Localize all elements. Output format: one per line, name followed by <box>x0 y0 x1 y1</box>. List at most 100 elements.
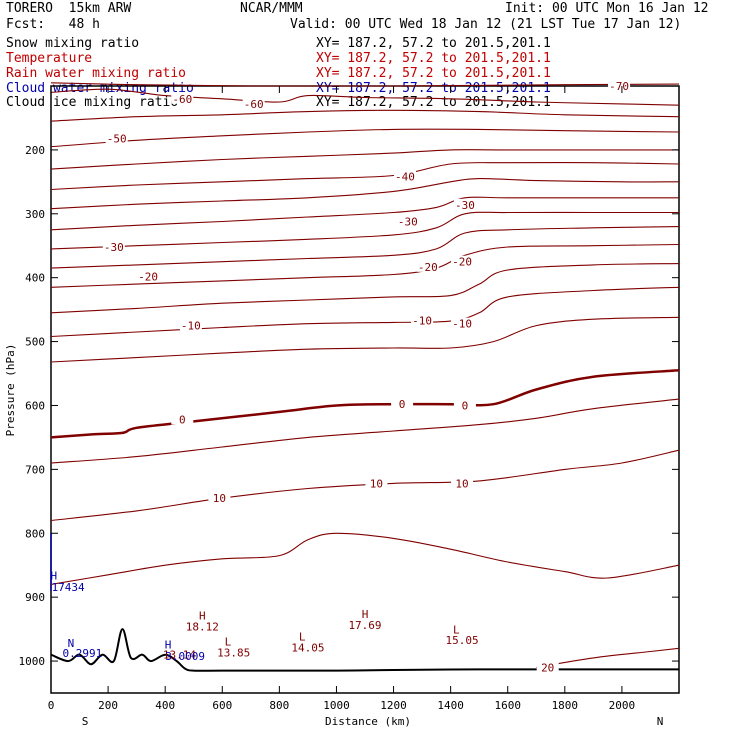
contour-line-0 <box>50 369 680 439</box>
contour-label-bg-12 <box>411 314 434 326</box>
y-tick-label-5: 700 <box>25 463 45 476</box>
contour-line-m55 <box>50 109 680 122</box>
contour-label-12: -10 <box>412 314 432 327</box>
extremum-annotation-0: H <box>199 610 206 623</box>
init-time: Init: 00 UTC Mon 16 Jan 12 <box>505 1 709 16</box>
terrain-layer <box>50 533 679 672</box>
contour-label-7: -30 <box>455 199 475 212</box>
contour-label-13: -10 <box>452 318 472 331</box>
y-tick-label-0: 200 <box>25 144 45 157</box>
org-label: NCAR/MMM <box>240 1 303 16</box>
contour-line-m48 <box>50 149 679 170</box>
x-tick-label-0: 0 <box>48 699 55 712</box>
contour-line-m40 <box>50 178 680 210</box>
contour-label-bg-3 <box>105 132 128 144</box>
contour-label-bg-14 <box>171 413 194 425</box>
y-tick-label-4: 600 <box>25 399 45 412</box>
contour-label-bg-1 <box>171 92 194 104</box>
x-tick-label-5: 1000 <box>323 699 350 712</box>
right-endpoint-label: N <box>657 715 664 728</box>
contour-line-m10 <box>50 286 680 338</box>
extremum-annotation-3: 17.69 <box>348 619 381 632</box>
legend-xy-rain: XY= 187.2, 57.2 to 201.5,201.1 <box>316 66 551 81</box>
y-tick-label-8: 1000 <box>19 655 46 668</box>
contour-label-bg-13 <box>451 317 474 329</box>
contour-label-bg-8 <box>137 270 160 282</box>
extremum-annotation-6: L <box>299 631 306 644</box>
extremum-annotation-2: H <box>362 608 369 621</box>
x-tick-label-1: 200 <box>98 699 118 712</box>
contour-label-2: -60 <box>244 98 264 111</box>
contour-line-m60 <box>50 88 680 106</box>
temperature-contours <box>50 82 680 668</box>
contour-line-m5 <box>50 316 680 363</box>
extremum-annotation-11: 17434 <box>52 581 85 594</box>
extremum-annotation-7: 14.05 <box>291 641 324 654</box>
contour-label-bg-9 <box>416 260 439 272</box>
left-endpoint-label: S <box>82 715 89 728</box>
contour-label-19: 10 <box>455 477 468 490</box>
contour-label-4: -40 <box>395 171 415 184</box>
extremum-annotation-15: 13.14 <box>163 648 196 661</box>
extrema-annotations: H18.12H17.69L13.85L14.05L15.05H17434N0.2… <box>51 569 479 663</box>
valid-time: Valid: 00 UTC Wed 18 Jan 12 (21 LST Tue … <box>290 17 682 32</box>
terrain-line <box>50 628 679 672</box>
y-tick-label-7: 900 <box>25 591 45 604</box>
extremum-annotation-1: 18.12 <box>186 620 219 633</box>
x-tick-label-6: 1200 <box>380 699 407 712</box>
contour-label-bg-18 <box>365 477 388 489</box>
legend-label-rain: Rain water mixing ratio <box>6 66 187 81</box>
axes: 0 200 400 600 800 1000 1200 1400 1600 1800 2000200… <box>19 86 679 712</box>
contour-label-17: 10 <box>213 492 226 505</box>
contour-label-bg-10 <box>451 255 474 267</box>
contour-label-5: -30 <box>104 241 124 254</box>
y-tick-label-6: 800 <box>25 527 45 540</box>
x-tick-label-3: 600 <box>212 699 232 712</box>
extremum-annotation-13: 0.2991 <box>63 647 103 660</box>
contour-label-bg-16 <box>453 399 476 411</box>
contour-line-m25 <box>50 226 680 269</box>
extremum-annotation-9: 15.05 <box>445 634 478 647</box>
contour-label-bg-0 <box>608 80 631 91</box>
contour-label-bg-20 <box>536 661 559 673</box>
contour-label-1: -60 <box>172 93 192 106</box>
x-axis-label: Distance (km) <box>325 715 411 728</box>
contour-labels: -70 -60 -60 -50 -40 -30 -30 -30 -20 -20 -20 -10 -10 -… <box>102 80 631 674</box>
contour-line-m35 <box>50 196 679 231</box>
x-tick-label-7: 1400 <box>437 699 464 712</box>
contour-label-bg-4 <box>393 170 416 182</box>
y-tick-label-2: 400 <box>25 272 45 285</box>
contour-line-m70 <box>50 82 680 87</box>
legend-xy-snow: XY= 187.2, 57.2 to 201.5,201.1 <box>316 36 551 51</box>
contour-label-bg-15 <box>391 398 414 410</box>
contour-label-10: -20 <box>452 256 472 269</box>
contour-label-bg-6 <box>396 215 419 227</box>
y-axis-label: Pressure (hPa) <box>4 344 17 437</box>
x-tick-label-8: 1600 <box>494 699 521 712</box>
contour-label-bg-5 <box>102 241 125 253</box>
x-tick-label-2: 400 <box>155 699 175 712</box>
contour-label-0: -70 <box>609 80 629 93</box>
extremum-annotation-4: L <box>225 636 232 649</box>
contour-line-10 <box>50 449 680 522</box>
legend-label-snow: Snow mixing ratio <box>6 36 140 51</box>
contour-label-6: -30 <box>398 215 418 228</box>
contour-line-5 <box>50 398 680 464</box>
contour-line-m50 <box>50 128 680 148</box>
contour-label-9: -20 <box>418 261 438 274</box>
contour-label-18: 10 <box>370 477 383 490</box>
legend-label-cloud-ice: Cloud ice mixing ratio <box>6 95 179 110</box>
extremum-annotation-16: 3.0009 <box>165 650 205 663</box>
y-tick-label-1: 300 <box>25 208 45 221</box>
contour-label-20: 20 <box>541 661 554 674</box>
contour-label-16: 0 <box>462 399 469 412</box>
extremum-annotation-10: H <box>51 569 58 582</box>
contour-line-m15 <box>50 263 680 314</box>
contour-label-bg-7 <box>453 198 476 210</box>
contour-label-bg-19 <box>451 477 474 489</box>
legend-label-temperature: Temperature <box>6 51 93 66</box>
extremum-annotation-5: 13.85 <box>217 647 250 660</box>
forecast-hour: Fcst: 48 h <box>6 17 100 32</box>
model-title: TORERO 15km ARW <box>6 1 132 16</box>
